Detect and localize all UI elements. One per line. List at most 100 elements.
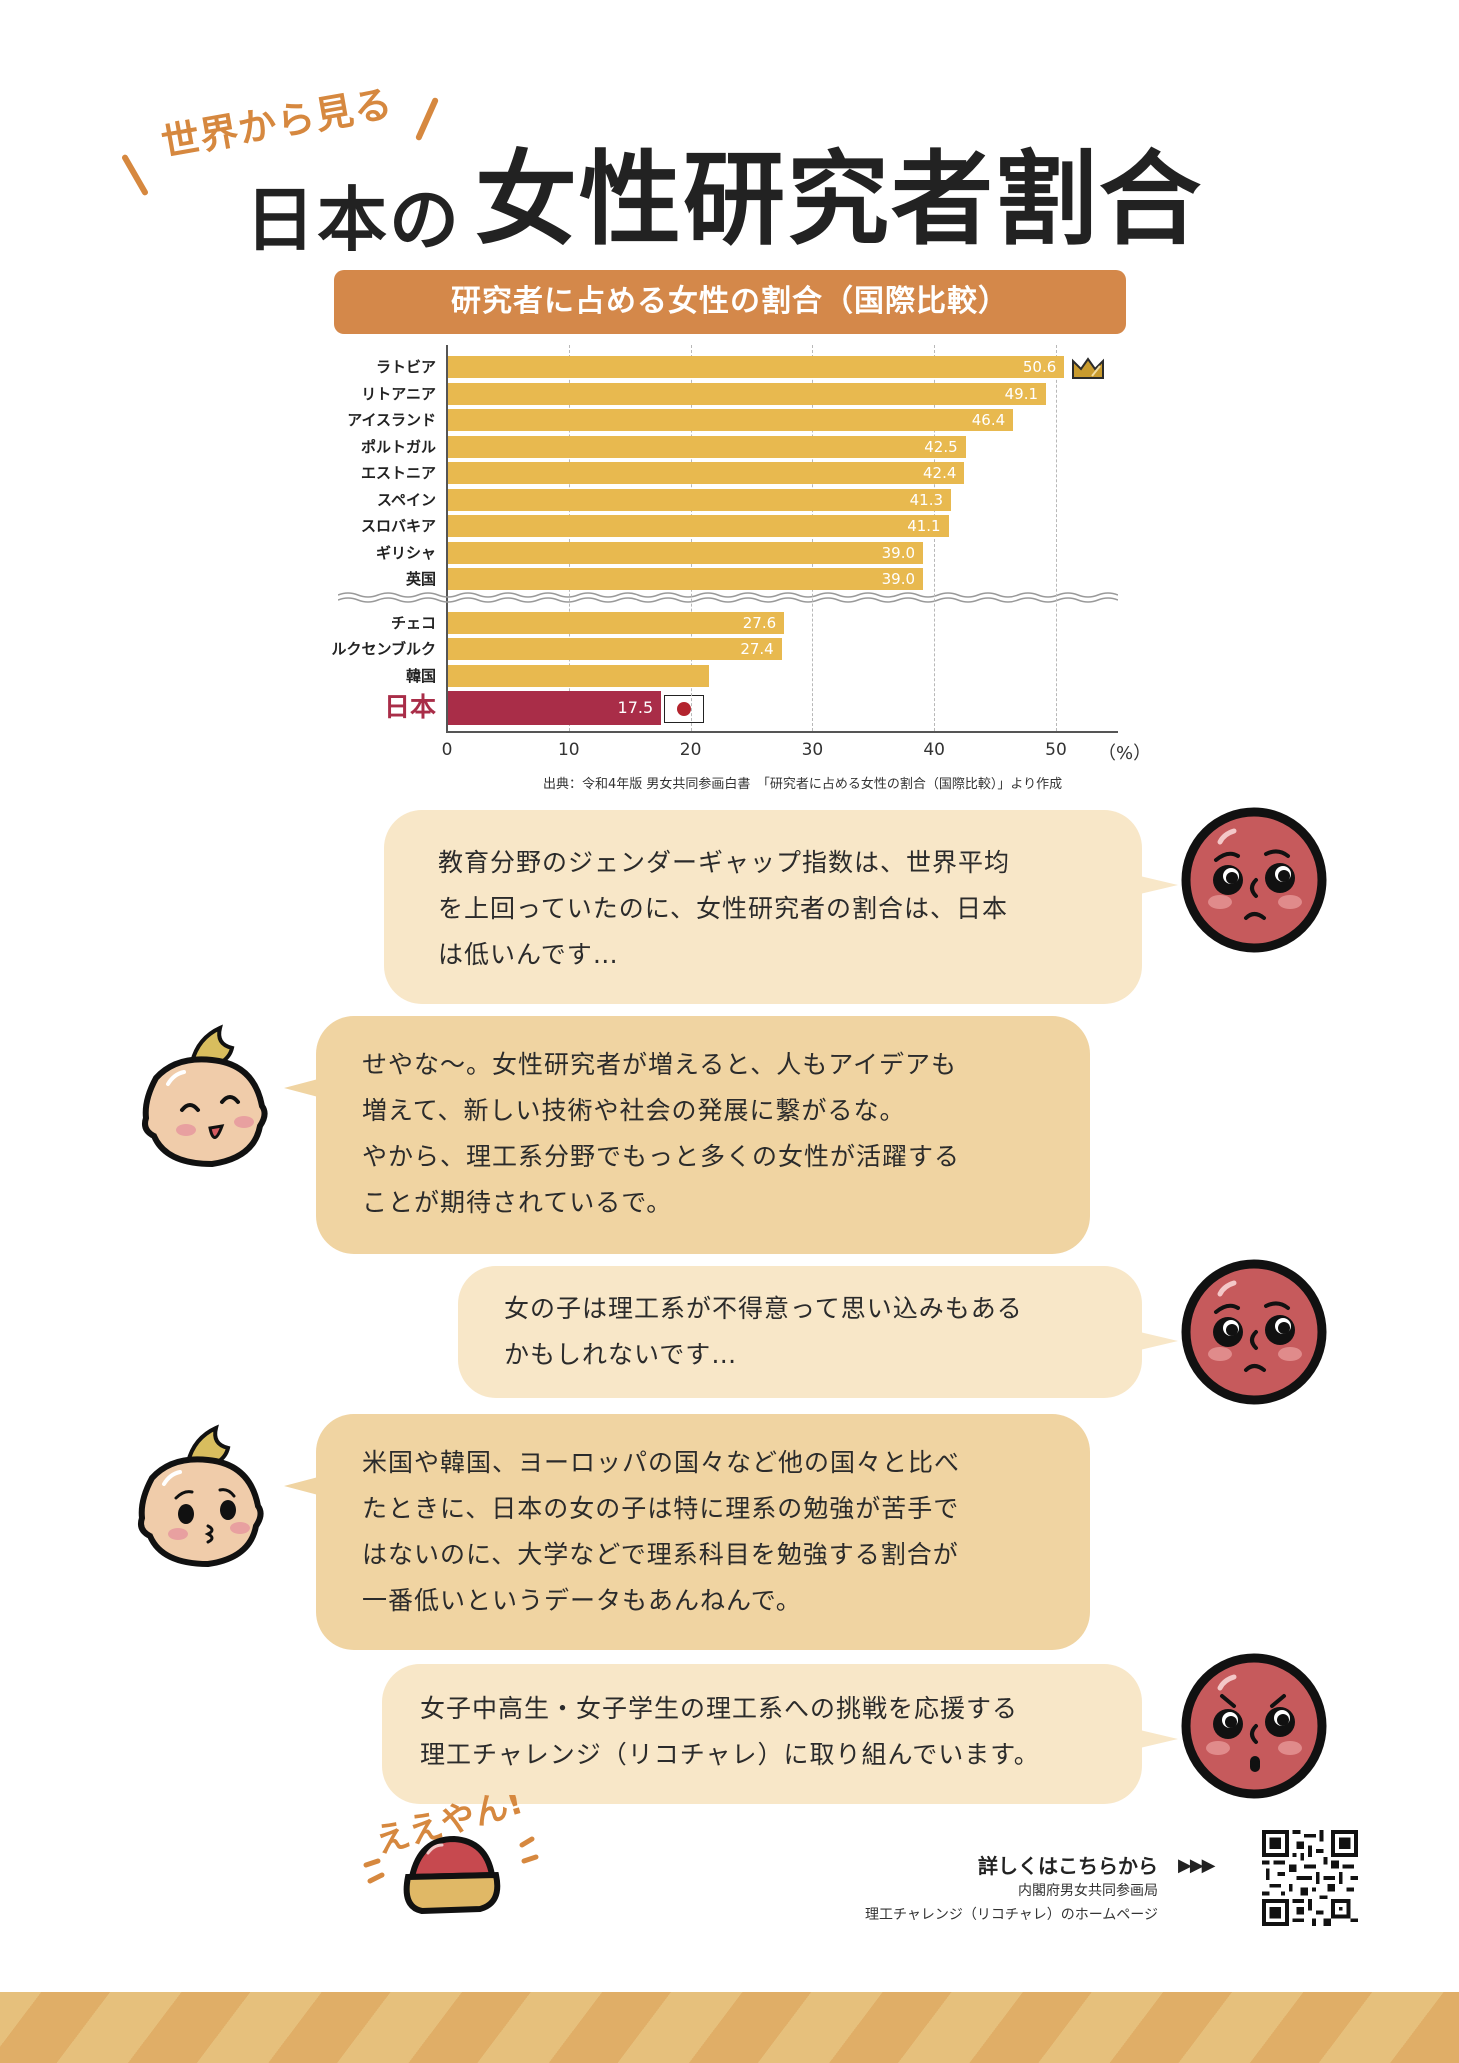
ee-yan-icon: ええやん!: [363, 1782, 539, 1915]
page-title: 日本の 女性研究者割合: [245, 118, 1203, 265]
bar: 42.5: [448, 436, 966, 458]
baby-character-happy-icon: [142, 1024, 268, 1168]
x-tick-label: 10: [557, 740, 580, 760]
bar-japan: 17.5: [448, 691, 662, 725]
y-axis: [446, 345, 448, 732]
x-tick-label: 20: [679, 740, 702, 760]
bar-value-label: 42.4: [923, 464, 957, 482]
bubble-line: 教育分野のジェンダーギャップ指数は、世界平均: [438, 848, 1011, 877]
x-axis: [446, 731, 1118, 733]
bar: 39.0: [448, 568, 924, 590]
category-label: 日本: [383, 693, 436, 723]
bar-value-label: 50.6: [1022, 358, 1057, 376]
red-character-worried-icon: [1181, 807, 1327, 953]
category-label: ポルトガル: [360, 438, 436, 456]
category-label: アイスランド: [347, 411, 436, 429]
crown-icon: [1072, 357, 1104, 379]
accent-slash-left: [120, 153, 150, 197]
bubble-line: やから、理工系分野でもっと多くの女性が活躍する: [362, 1142, 961, 1171]
bar-value-label: 46.4: [971, 411, 1006, 429]
x-tick-label: 30: [801, 740, 824, 760]
baby-character-concerned-icon: [138, 1424, 264, 1568]
bubble-line: ことが期待されているで。: [362, 1188, 673, 1217]
bubble-tail: [1140, 1730, 1178, 1748]
category-label: リトアニア: [361, 385, 436, 403]
axis-break-wave: [338, 592, 1118, 603]
bar: 39.0: [448, 542, 924, 564]
decorative-stripe-band: [0, 1992, 1459, 2063]
speech-bubble-1: 教育分野のジェンダーギャップ指数は、世界平均 を上回っていたのに、女性研究者の割…: [384, 810, 1142, 1004]
red-character-determined-icon: [1181, 1653, 1327, 1799]
bubble-tail: [284, 1476, 322, 1496]
red-character-worried-icon: [1181, 1259, 1327, 1405]
more-info-link[interactable]: 詳しくはこちらから 内閣府男女共同参画局 理工チャレンジ（リコチャレ）のホームペ…: [865, 1850, 1158, 1927]
category-label: スペイン: [377, 491, 436, 509]
bubble-line: 一番低いというデータもあんねんで。: [362, 1586, 802, 1615]
gridline: [812, 345, 814, 731]
bar: 41.1: [448, 515, 949, 537]
bar: 42.4: [448, 462, 965, 484]
category-label: チェコ: [390, 614, 436, 632]
bar-value-label: 41.1: [907, 517, 941, 535]
arrow-right-icon: ▶▶▶: [1178, 1855, 1216, 1876]
category-label: ギリシャ: [375, 544, 436, 562]
bubble-line: かもしれないです…: [504, 1340, 738, 1369]
bubble-tail: [284, 1078, 322, 1098]
gridline: [934, 345, 936, 731]
chart-title: 研究者に占める女性の割合（国際比較）: [334, 270, 1126, 334]
category-label: 韓国: [405, 667, 436, 685]
speech-bubble-5: 女子中高生・女子学生の理工系への挑戦を応援する 理工チャレンジ（リコチャレ）に取…: [382, 1664, 1142, 1804]
bar-value-label: 39.0: [881, 544, 916, 562]
category-label: エストニア: [360, 464, 436, 482]
speech-bubble-4: 米国や韓国、ヨーロッパの国々など他の国々と比べ たときに、日本の女の子は特に理系…: [316, 1414, 1090, 1650]
bubble-line: 増えて、新しい技術や社会の発展に繋がるな。: [362, 1096, 906, 1125]
category-label: 英国: [405, 570, 436, 588]
bubble-line: 理工チャレンジ（リコチャレ）に取り組んでいます。: [420, 1740, 1040, 1769]
more-info-heading[interactable]: 詳しくはこちらから: [978, 1854, 1158, 1878]
bubble-line: を上回っていたのに、女性研究者の割合は、日本: [438, 894, 1009, 923]
x-axis-unit: （%）: [1098, 743, 1152, 764]
gridline: [690, 345, 692, 731]
bar: 41.3: [448, 489, 952, 511]
x-tick-label: 0: [441, 740, 453, 760]
gridline: [568, 345, 570, 731]
bar: [448, 665, 709, 687]
category-label: ラトビア: [375, 358, 436, 376]
bubble-line: 女の子は理工系が不得意って思い込みもある: [504, 1294, 1023, 1323]
bar: 27.4: [448, 638, 782, 660]
x-tick-label: 40: [923, 740, 945, 760]
bubble-line: たときに、日本の女の子は特に理系の勉強が苦手で: [362, 1494, 960, 1523]
title-prefix: 日本の: [245, 179, 461, 261]
category-label: スロバキア: [360, 517, 436, 535]
bubble-line: 女子中高生・女子学生の理工系への挑戦を応援する: [420, 1694, 1019, 1723]
bar-value-label: 27.4: [740, 640, 774, 658]
x-tick-label: 50: [1045, 740, 1067, 760]
org-name: 内閣府男女共同参画局: [1018, 1883, 1158, 1899]
speech-bubble-2: せやな～。女性研究者が増えると、人もアイデアも 増えて、新しい技術や社会の発展に…: [316, 1016, 1090, 1254]
bubble-line: 米国や韓国、ヨーロッパの国々など他の国々と比べ: [362, 1448, 961, 1477]
bar-chart: （%） 0 10 20 30 40 50 ラトビア 50.6 リトアニア 49.1 アイスランド 46…: [0, 0, 1459, 800]
japan-flag-icon: [664, 695, 704, 723]
gridline: [1056, 345, 1057, 731]
bar: 27.6: [448, 612, 785, 634]
bubble-line: は低いんです…: [438, 940, 619, 969]
bar-value-label: 17.5: [617, 698, 654, 717]
bar: 49.1: [448, 383, 1047, 405]
qr-code-icon[interactable]: [1262, 1830, 1358, 1926]
title-main-text: 女性研究者割合: [475, 141, 1203, 260]
chart-source: 出典：令和4年版 男女共同参画白書 「研究者に占める女性の割合（国際比較）」より…: [543, 777, 1063, 792]
bar-value-label: 41.3: [909, 491, 944, 509]
speech-bubble-3: 女の子は理工系が不得意って思い込みもある かもしれないです…: [458, 1266, 1142, 1398]
bubble-line: せやな～。女性研究者が増えると、人もアイデアも: [362, 1050, 958, 1079]
bar: 46.4: [448, 409, 1014, 431]
bar-value-label: 39.0: [881, 570, 916, 588]
bubble-tail: [1140, 1332, 1178, 1350]
bar-value-label: 49.1: [1004, 385, 1039, 403]
ee-yan-button-illustration: ええやん!: [362, 1782, 542, 1915]
bar-value-label: 27.6: [742, 614, 777, 632]
homepage-label: 理工チャレンジ（リコチャレ）のホームページ: [864, 1907, 1158, 1923]
bar-value-label: 42.5: [924, 438, 958, 456]
bar: 50.6: [448, 356, 1065, 378]
bubble-tail: [1140, 876, 1178, 894]
category-label: ルクセンブルク: [331, 640, 436, 658]
